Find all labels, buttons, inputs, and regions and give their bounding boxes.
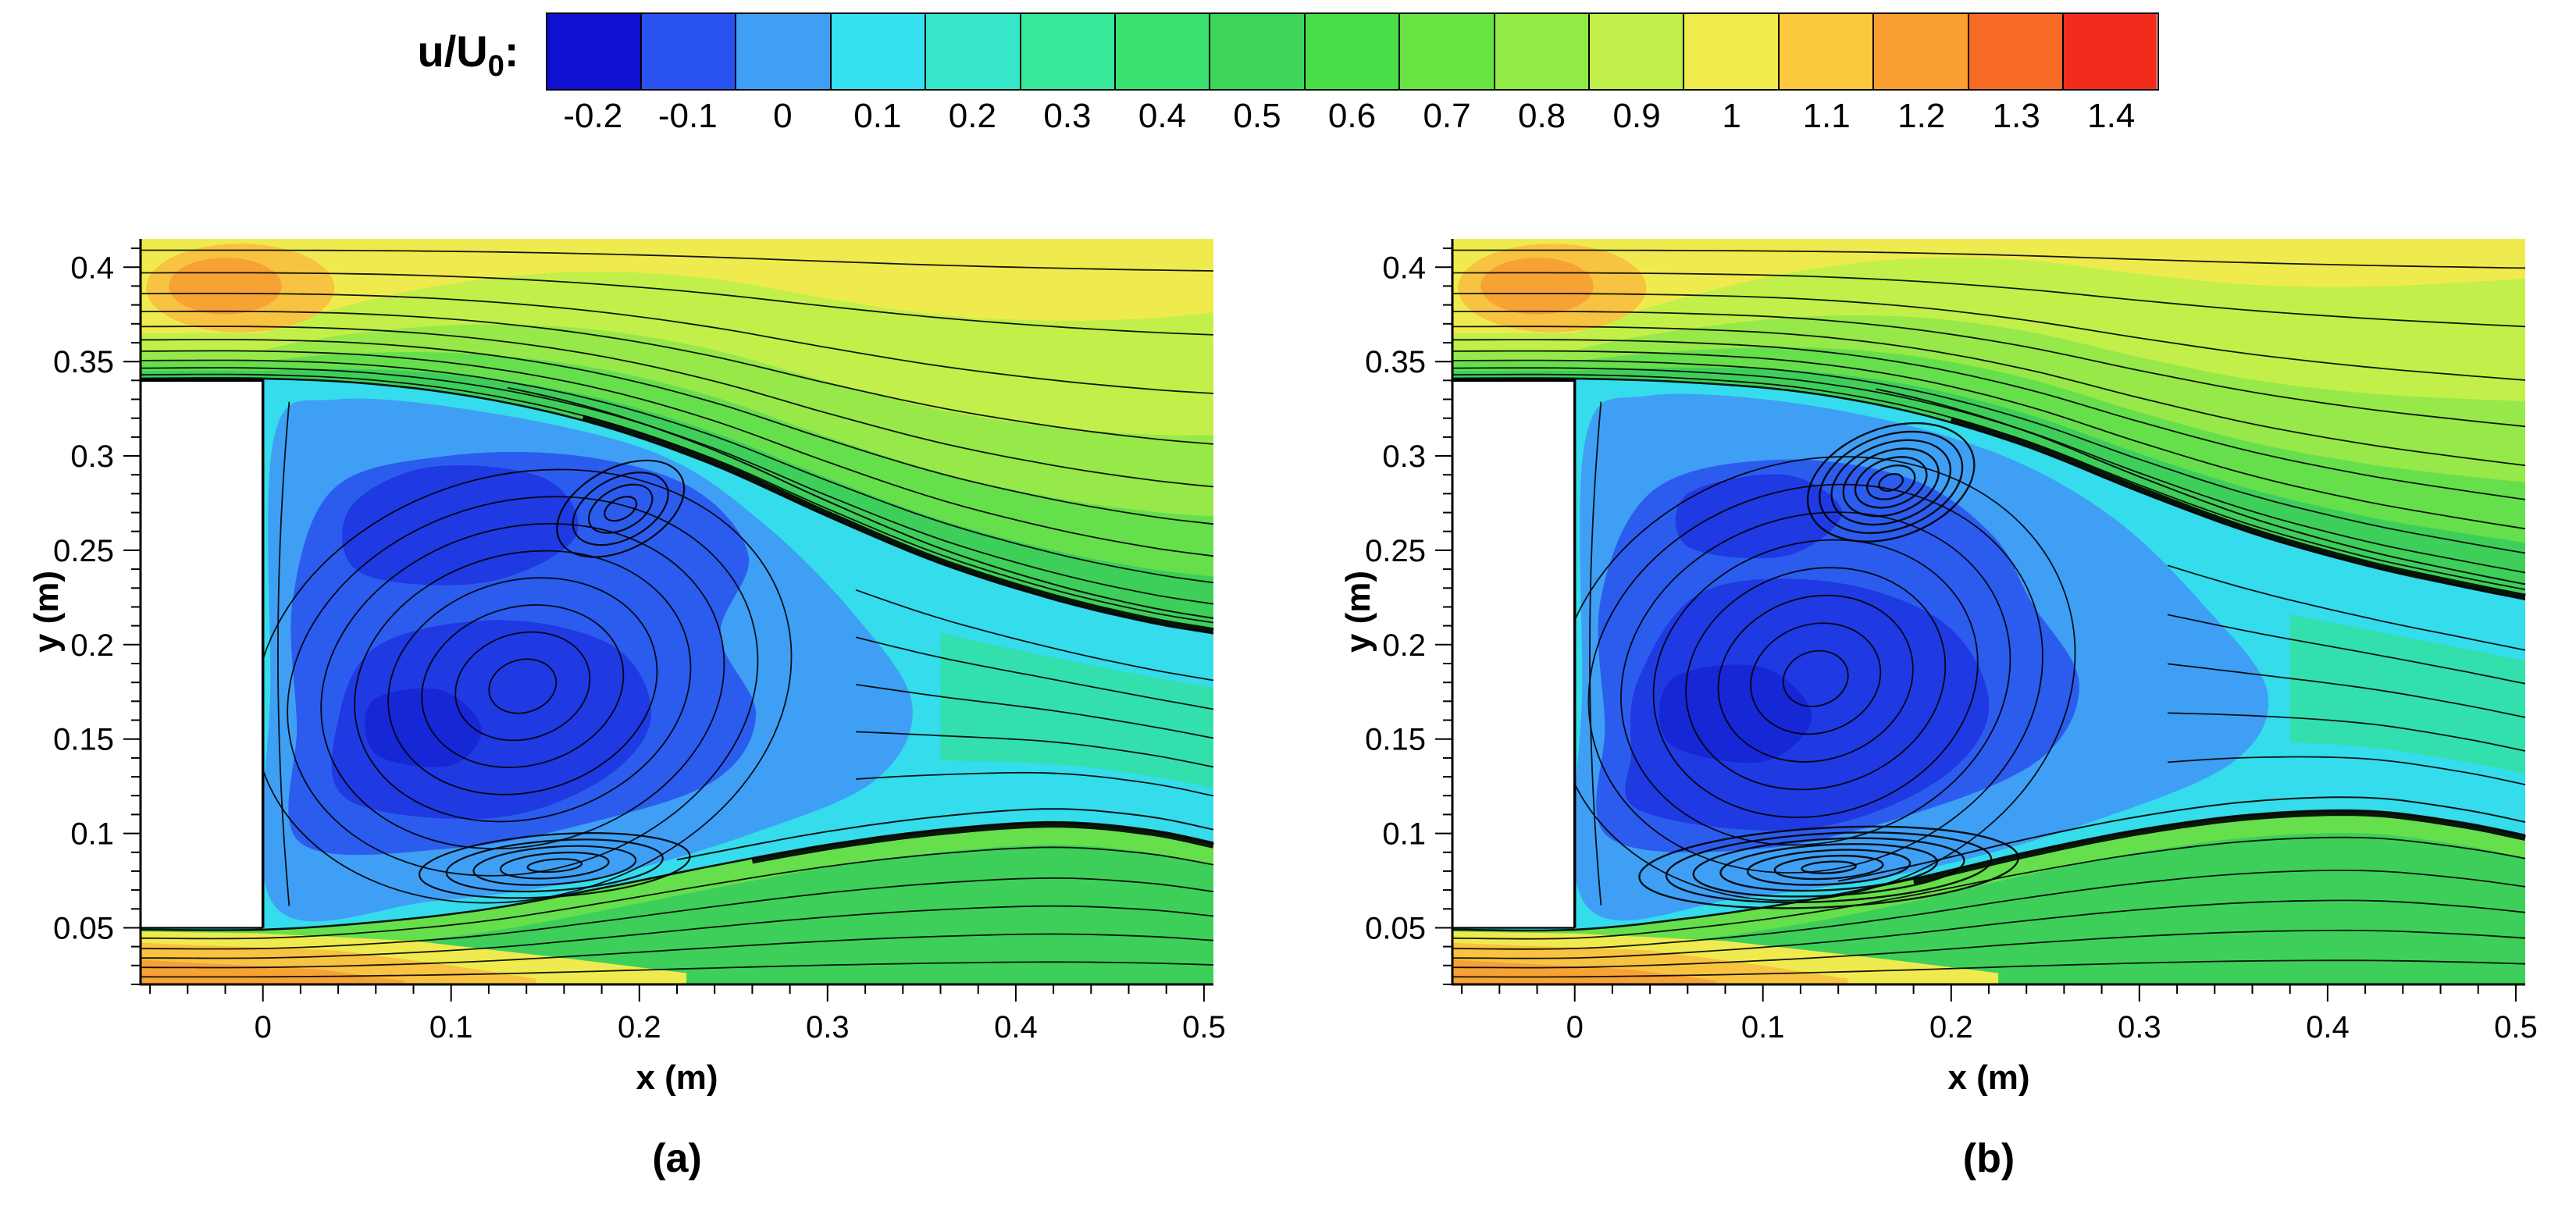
x-tick-label: 0.3 xyxy=(2117,1010,2161,1045)
axis-labels: 0.05 0.1 0.15 0.2 0.25 0.3 0.35 0.4 0 0.1 0.2 0.3 0.… xyxy=(27,251,1226,1097)
y-tick-label: 0.2 xyxy=(70,628,114,663)
colorbar-tick-label: 0.9 xyxy=(1612,97,1661,135)
colorbar-tick-label: 0.3 xyxy=(1043,97,1092,135)
colorbar-tick-label: 1 xyxy=(1722,97,1741,135)
colorbar-tick-label: -0.2 xyxy=(563,97,623,135)
y-tick-label: 0.05 xyxy=(1365,912,1426,946)
x-tick-label: 0.3 xyxy=(805,1010,849,1045)
streamlines xyxy=(1452,249,2526,978)
y-tick-label: 0.15 xyxy=(53,723,114,757)
x-tick-label: 0 xyxy=(1566,1010,1583,1045)
colorbar-label: u/U0: xyxy=(417,12,518,105)
axes xyxy=(1434,239,2525,1002)
x-tick-label: 0.4 xyxy=(2306,1010,2350,1045)
windbreak-body xyxy=(1452,379,1576,929)
colorbar-tick-label: 0.4 xyxy=(1138,97,1187,135)
colorbar-body: -0.2 -0.1 0 0.1 0.2 0.3 0.4 0.5 0.6 0.7 0.8 0.9 1 1.1… xyxy=(545,12,2159,136)
y-tick-label: 0.3 xyxy=(70,440,114,474)
x-tick-label: 0.4 xyxy=(994,1010,1038,1045)
panel-label: (a) xyxy=(652,1136,702,1181)
x-tick-label: 0.2 xyxy=(617,1010,661,1045)
colorbar-segment xyxy=(1779,14,1875,89)
x-tick-label: 0.5 xyxy=(2494,1010,2538,1045)
y-tick-label: 0.1 xyxy=(1382,817,1426,852)
colorbar-tick-label: -0.1 xyxy=(657,97,718,135)
colorbar-segment xyxy=(1684,14,1780,89)
y-tick-label: 0.1 xyxy=(70,817,114,852)
colorbar-segment xyxy=(547,14,642,89)
x-tick-label: 0.1 xyxy=(1740,1010,1784,1045)
colorbar-segment xyxy=(1874,14,1969,89)
colorbar-segment xyxy=(736,14,832,89)
colorbar-label-sub: 0 xyxy=(487,50,504,84)
colorbar-tick-label: 1.3 xyxy=(1992,97,2040,135)
x-tick-label: 0.2 xyxy=(1929,1010,1972,1045)
colorbar-segment xyxy=(1210,14,1306,89)
y-tick-label: 0.2 xyxy=(1382,628,1426,663)
y-tick-label: 0.05 xyxy=(53,912,114,946)
panel-b: 0.05 0.1 0.15 0.2 0.25 0.3 0.35 0.4 0 0.1 0.2 0.3 0.… xyxy=(1335,228,2553,1184)
colorbar-tick-label: 1.2 xyxy=(1897,97,1946,135)
colorbar-segments xyxy=(545,12,2159,91)
windbreak-body xyxy=(140,379,264,929)
panel-plot-b: 0.05 0.1 0.15 0.2 0.25 0.3 0.35 0.4 0 0.1 0.2 0.3 0.… xyxy=(1339,239,2538,1181)
colorbar-tick-label: 0.2 xyxy=(948,97,996,135)
colorbar-segment xyxy=(831,14,927,89)
y-tick-label: 0.35 xyxy=(1365,345,1426,379)
colorbar-segment xyxy=(1400,14,1495,89)
y-tick-label: 0.3 xyxy=(1382,440,1426,474)
y-tick-label: 0.35 xyxy=(53,345,114,379)
panel-plot-a: 0.05 0.1 0.15 0.2 0.25 0.3 0.35 0.4 0 0.1 0.2 0.3 0.… xyxy=(27,239,1226,1181)
y-tick-label: 0.25 xyxy=(1365,534,1426,568)
colorbar-tick-label: 1.1 xyxy=(1802,97,1851,135)
x-axis-label: x (m) xyxy=(636,1059,718,1097)
colorbar-segment xyxy=(1021,14,1116,89)
colorbar-label-prefix: u/U xyxy=(417,27,488,76)
colorbar-segment xyxy=(1115,14,1211,89)
colorbar: u/U0: -0.2 -0.1 0 0.1 0.2 0.3 0.4 0.5 0.6 0.7 0.8 0… xyxy=(0,12,2576,136)
colorbar-tick-label: 0.8 xyxy=(1517,97,1566,135)
colorbar-tick-label: 0.7 xyxy=(1423,97,1471,135)
contour-field xyxy=(140,239,1213,984)
x-tick-label: 0.1 xyxy=(429,1010,472,1045)
y-tick-label: 0.4 xyxy=(1382,251,1426,285)
colorbar-segment xyxy=(1969,14,2064,89)
colorbar-tick-label: 0.6 xyxy=(1327,97,1377,135)
panels-row: 0.05 0.1 0.15 0.2 0.25 0.3 0.35 0.4 0 0.1 0.2 0.3 0.… xyxy=(0,228,2576,1184)
y-axis-label: y (m) xyxy=(27,571,66,653)
axis-labels: 0.05 0.1 0.15 0.2 0.25 0.3 0.35 0.4 0 0.1 0.2 0.3 0.… xyxy=(1339,251,2538,1097)
x-tick-label: 0 xyxy=(254,1010,271,1045)
colorbar-segment xyxy=(1589,14,1685,89)
y-tick-label: 0.25 xyxy=(53,534,114,568)
x-tick-label: 0.5 xyxy=(1182,1010,1226,1045)
x-axis-label: x (m) xyxy=(1947,1059,2029,1097)
panel-a: 0.05 0.1 0.15 0.2 0.25 0.3 0.35 0.4 0 0.1 0.2 0.3 0.… xyxy=(23,228,1242,1184)
colorbar-segment xyxy=(641,14,737,89)
colorbar-label-suffix: : xyxy=(504,27,519,76)
colorbar-tick-label: 0 xyxy=(773,97,793,135)
colorbar-tick-label: 0.1 xyxy=(853,97,902,135)
colorbar-segment xyxy=(2064,14,2157,89)
colorbar-segment xyxy=(926,14,1021,89)
colorbar-tick-labels: -0.2 -0.1 0 0.1 0.2 0.3 0.4 0.5 0.6 0.7 0.8 0.9 1 1.1… xyxy=(546,97,2159,136)
streamlines xyxy=(140,249,1214,978)
y-tick-label: 0.4 xyxy=(70,251,114,285)
y-tick-label: 0.15 xyxy=(1365,723,1426,757)
colorbar-segment xyxy=(1305,14,1401,89)
panel-label: (b) xyxy=(1962,1136,2014,1181)
y-axis-label: y (m) xyxy=(1339,571,1377,653)
colorbar-tick-label: 1.4 xyxy=(2087,97,2136,135)
colorbar-tick-label: 0.5 xyxy=(1233,97,1281,135)
axes xyxy=(123,239,1213,1002)
colorbar-segment xyxy=(1495,14,1590,89)
